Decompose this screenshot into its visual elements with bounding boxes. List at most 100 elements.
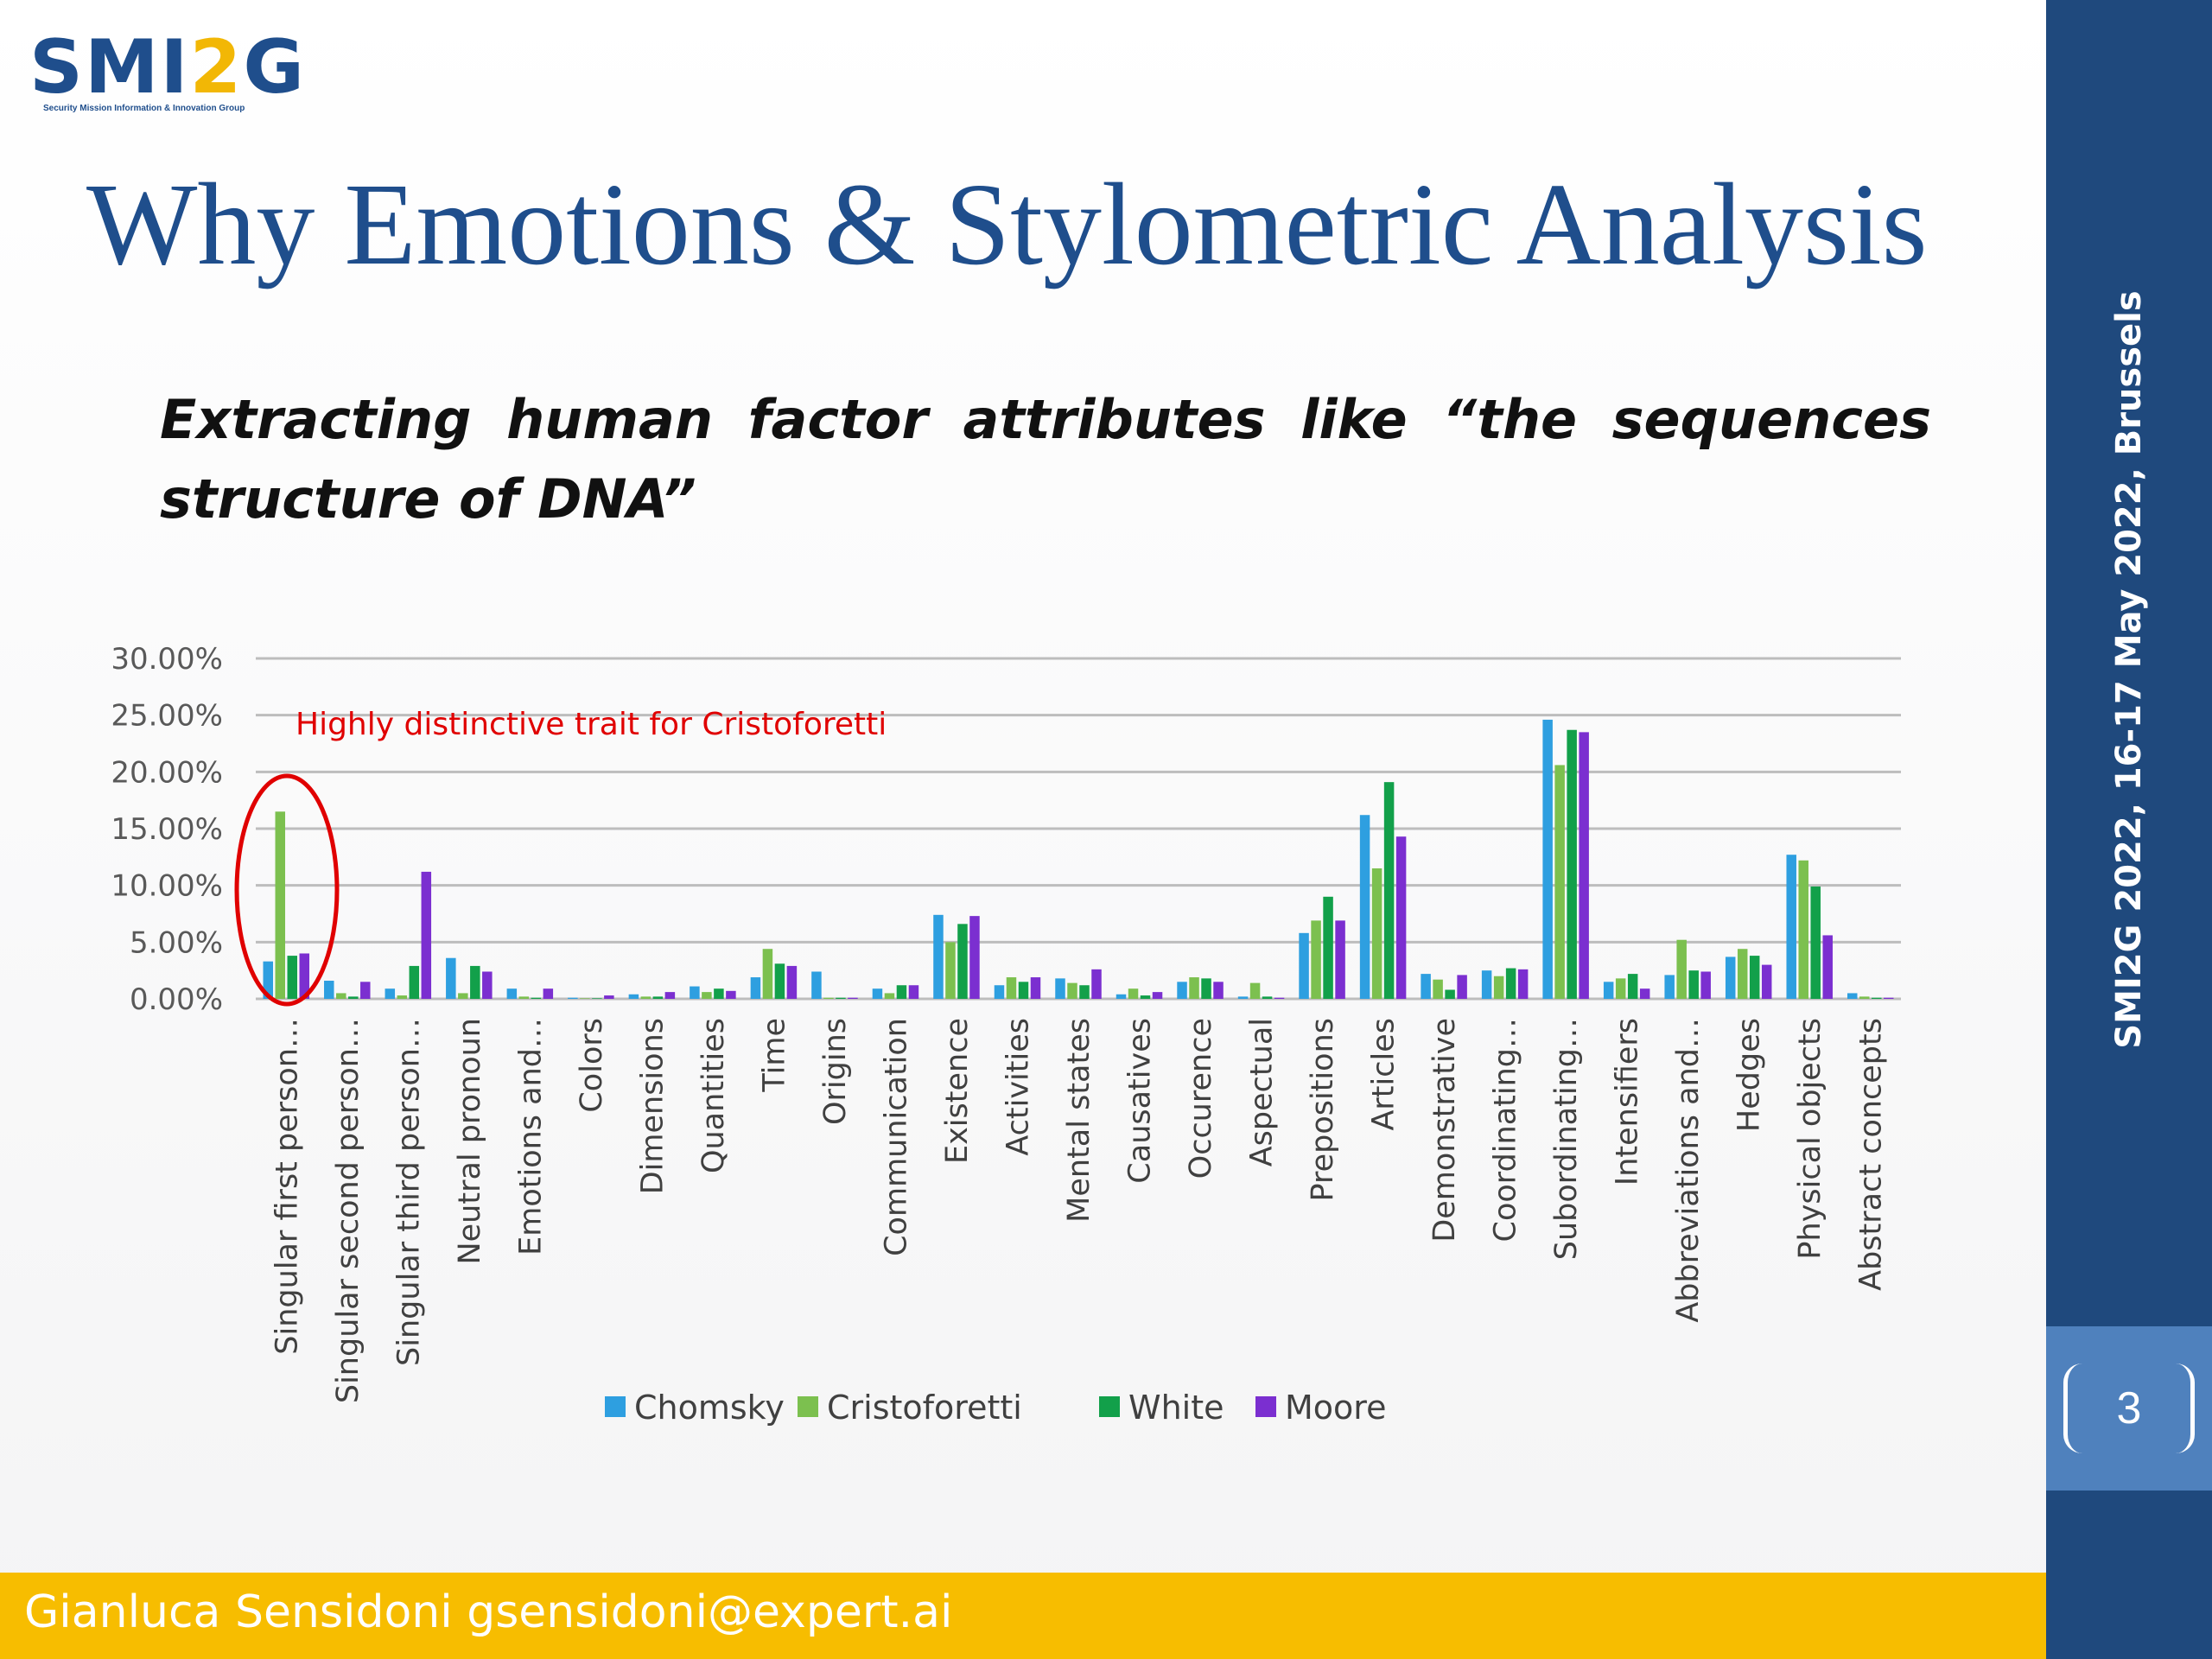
x-tick-label: Intensifiers <box>1611 1018 1645 1185</box>
bar-moore <box>726 990 736 999</box>
bar-white <box>348 996 359 999</box>
bar-moore <box>1274 997 1285 999</box>
page-number-box <box>2046 1326 2212 1491</box>
bar-cristoforetti <box>823 997 834 999</box>
bar-cristoforetti <box>518 996 530 999</box>
bar-chomsky <box>1177 982 1187 999</box>
y-tick-label: 5.00% <box>130 925 223 960</box>
x-tick-label: Communication <box>879 1018 913 1256</box>
bar-cristoforetti <box>1676 939 1687 999</box>
bar-cristoforetti <box>1006 977 1017 999</box>
bar-moore <box>1395 836 1407 999</box>
bar-chomsky <box>1786 855 1796 999</box>
bar-cristoforetti <box>458 993 468 999</box>
bar-cristoforetti <box>1615 978 1626 999</box>
bar-white <box>1567 729 1577 999</box>
legend-label: Cristoforetti <box>827 1389 1022 1427</box>
bar-cristoforetti <box>1493 976 1504 999</box>
bar-moore <box>1761 964 1772 999</box>
bar-moore <box>1457 975 1467 999</box>
bar-cristoforetti <box>1554 765 1565 999</box>
x-tick-label: Abstract concepts <box>1854 1018 1889 1291</box>
bar-white <box>1262 996 1273 999</box>
x-tick-label: Causatives <box>1123 1018 1158 1184</box>
bar-white <box>1810 886 1821 999</box>
bar-chomsky <box>1299 932 1309 999</box>
y-tick-label: 25.00% <box>111 699 223 734</box>
legend-label: White <box>1128 1389 1224 1427</box>
page-number: 3 <box>2116 1383 2142 1433</box>
bar-cristoforetti <box>1067 982 1077 999</box>
bar-moore <box>1579 732 1589 999</box>
x-tick-label: Dimensions <box>635 1018 670 1194</box>
bar-chomsky <box>324 980 334 999</box>
bar-chomsky <box>263 961 274 999</box>
bar-chomsky <box>994 985 1005 999</box>
bar-chomsky <box>750 977 761 999</box>
slide-subtitle: Extracting human factor attributes like … <box>160 388 1931 531</box>
bar-white <box>1505 968 1516 999</box>
bar-moore <box>604 995 614 999</box>
x-tick-label: Subordinating… <box>1549 1018 1584 1260</box>
bar-moore <box>1030 977 1041 999</box>
y-tick-label: 30.00% <box>111 642 223 677</box>
bar-moore <box>848 997 858 999</box>
bar-cristoforetti <box>884 993 895 999</box>
bar-chomsky <box>1359 815 1370 999</box>
legend-label: Moore <box>1285 1389 1386 1427</box>
y-tick-label: 15.00% <box>111 812 223 847</box>
bar-moore <box>543 988 554 999</box>
legend-label: Chomsky <box>634 1389 785 1427</box>
x-tick-label: Prepositions <box>1306 1018 1340 1202</box>
x-tick-label: Coordinating… <box>1489 1018 1523 1242</box>
event-label: SMI2G 2022, 16-17 May 2022, Brussels <box>2109 290 2149 1049</box>
bar-chomsky <box>1055 978 1065 999</box>
bar-moore <box>664 992 676 999</box>
bar-white <box>1383 782 1395 999</box>
bar-moore <box>1639 988 1650 999</box>
bar-cristoforetti <box>1859 996 1870 999</box>
bar-cristoforetti <box>1433 979 1443 999</box>
bar-chomsky <box>1664 975 1675 999</box>
bar-white <box>1627 974 1638 999</box>
bar-chomsky <box>1542 719 1553 999</box>
bar-chomsky <box>628 994 639 999</box>
bar-cristoforetti <box>1189 977 1199 999</box>
highlight-ellipse <box>234 773 340 1007</box>
bar-chomsky <box>1847 993 1858 999</box>
bar-chomsky <box>1421 974 1431 999</box>
x-tick-label: Emotions and… <box>513 1018 548 1255</box>
x-tick-label: Quantities <box>696 1018 731 1173</box>
bar-chomsky <box>446 957 456 999</box>
bar-white <box>287 956 298 999</box>
bar-moore <box>299 953 310 999</box>
x-tick-label: Abbreviations and… <box>1671 1018 1706 1323</box>
bar-chomsky <box>872 988 883 999</box>
smi2g-logo: SMI2G Security Mission Information & Inn… <box>29 24 323 119</box>
bar-moore <box>1091 969 1102 999</box>
bar-white <box>714 988 724 999</box>
bar-chomsky <box>568 997 578 999</box>
bar-cristoforetti <box>1798 860 1808 999</box>
bar-cristoforetti <box>702 992 712 999</box>
x-tick-label: Demonstrative <box>1427 1018 1462 1243</box>
bar-moore <box>786 965 798 999</box>
bar-chomsky <box>1481 970 1492 999</box>
x-tick-label: Singular first person… <box>270 1018 304 1355</box>
page-number-frame <box>2063 1363 2195 1453</box>
bar-moore <box>1335 920 1345 999</box>
logo-wordmark: SMI2G <box>29 24 306 111</box>
bar-moore <box>1822 935 1833 999</box>
legend-swatch <box>1255 1396 1276 1417</box>
legend-swatch <box>605 1396 626 1417</box>
bar-cristoforetti <box>275 811 286 999</box>
bar-white <box>1749 956 1760 999</box>
bar-moore <box>1152 992 1163 999</box>
slide-title: Why Emotions & Stylometric Analysis <box>86 160 1928 289</box>
bar-chomsky <box>385 988 396 999</box>
x-tick-label: Mental states <box>1062 1018 1096 1223</box>
bar-white <box>1323 896 1333 999</box>
bar-cristoforetti <box>640 996 652 999</box>
bar-white <box>1871 997 1882 999</box>
bar-white <box>1445 989 1455 999</box>
